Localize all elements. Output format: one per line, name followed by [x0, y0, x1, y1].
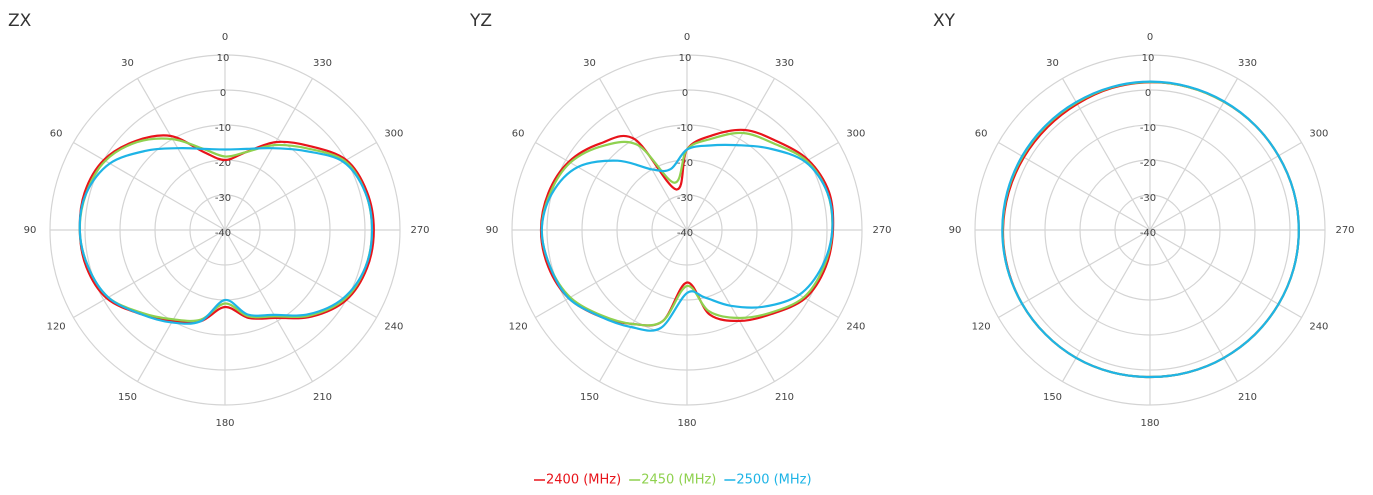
radial-label: -30	[677, 193, 693, 204]
grid-spoke	[224, 141, 377, 231]
grid-spoke	[535, 141, 688, 231]
angle-label: 330	[313, 58, 332, 69]
angle-label: 300	[384, 129, 403, 140]
grid-spoke	[1149, 229, 1239, 382]
grid-spoke	[598, 78, 688, 231]
grid-spoke	[686, 229, 839, 319]
grid-spoke	[1149, 229, 1302, 319]
radial-label: -20	[1140, 158, 1156, 169]
angle-label: 210	[313, 392, 332, 403]
series-line	[1001, 80, 1300, 379]
grid-spoke	[73, 229, 226, 319]
grid-spoke	[686, 141, 839, 231]
angle-label: 120	[972, 322, 991, 333]
angle-label: 0	[222, 32, 228, 43]
angle-label: 60	[50, 129, 63, 140]
angle-label: 90	[486, 225, 499, 236]
radial-label: -10	[1140, 123, 1156, 134]
angle-label: 240	[384, 322, 403, 333]
legend-label: 2400 (MHz)	[546, 473, 621, 488]
angle-label: 150	[118, 392, 137, 403]
grid-spoke	[136, 229, 226, 382]
grid-spoke	[598, 229, 688, 382]
radial-label: -10	[215, 123, 231, 134]
grid-spoke	[1149, 78, 1239, 231]
angle-label: 30	[121, 58, 134, 69]
radial-label: -20	[215, 158, 231, 169]
legend-label: 2500 (MHz)	[736, 473, 811, 488]
grid-spoke	[1061, 229, 1151, 382]
radial-label: -40	[1140, 228, 1156, 239]
angle-label: 150	[1043, 392, 1062, 403]
angle-label: 180	[215, 418, 234, 429]
angle-label: 240	[846, 322, 865, 333]
chart-title: YZ	[469, 11, 492, 31]
chart-title: XY	[933, 11, 956, 31]
chart-title: ZX	[8, 11, 32, 31]
grid-spoke	[224, 229, 314, 382]
angle-label: 90	[949, 225, 962, 236]
angle-label: 60	[975, 129, 988, 140]
series-line	[540, 143, 834, 332]
angle-label: 120	[47, 322, 66, 333]
angle-label: 240	[1309, 322, 1328, 333]
series-line	[540, 131, 834, 327]
angle-label: 30	[1046, 58, 1059, 69]
angle-label: 210	[775, 392, 794, 403]
radial-label: -30	[1140, 193, 1156, 204]
angle-label: 180	[677, 418, 696, 429]
radial-label: -10	[677, 123, 693, 134]
radial-label: 0	[1145, 88, 1151, 99]
angle-label: 180	[1140, 418, 1159, 429]
polar-chart: YZ 0 30 60 90 120 150 180 210 240 270 300 330 -40 -30 -…	[469, 11, 892, 429]
polar-chart: ZX 0 30 60 90 120 150 180 210 240 270 300 330 -40 -30 -…	[8, 11, 430, 429]
grid-spoke	[686, 78, 776, 231]
angle-label: 60	[512, 129, 525, 140]
radial-label: 0	[220, 88, 226, 99]
series-line	[539, 128, 835, 327]
legend: 2400 (MHz) 2450 (MHz) 2500 (MHz)	[534, 473, 812, 488]
angle-label: 300	[846, 129, 865, 140]
angle-label: 210	[1238, 392, 1257, 403]
angle-label: 0	[684, 32, 690, 43]
grid-spoke	[224, 229, 377, 319]
grid-spoke	[998, 229, 1151, 319]
radial-label: 10	[679, 53, 692, 64]
grid-spoke	[224, 78, 314, 231]
angle-label: 90	[24, 225, 37, 236]
angle-label: 300	[1309, 129, 1328, 140]
grid-spoke	[535, 229, 688, 319]
grid-spoke	[136, 78, 226, 231]
angle-label: 120	[509, 322, 528, 333]
angle-label: 30	[583, 58, 596, 69]
angle-label: 150	[580, 392, 599, 403]
radial-label: 10	[217, 53, 230, 64]
angle-label: 270	[410, 225, 429, 236]
radial-label: 0	[682, 88, 688, 99]
polar-chart: XY 0 30 60 90 120 150 180 210 240 270 300 330 -40 -30 -…	[933, 11, 1355, 429]
grid-spoke	[73, 141, 226, 231]
angle-label: 330	[1238, 58, 1257, 69]
radial-label: -40	[215, 228, 231, 239]
radial-label: -30	[215, 193, 231, 204]
series-line	[78, 146, 374, 325]
angle-label: 0	[1147, 32, 1153, 43]
angle-label: 270	[1335, 225, 1354, 236]
radial-label: -40	[677, 228, 693, 239]
series-line	[78, 137, 374, 323]
radial-label: 10	[1142, 53, 1155, 64]
angle-label: 270	[872, 225, 891, 236]
grid-spoke	[1149, 141, 1302, 231]
radial-label: -20	[677, 158, 693, 169]
series-line	[78, 134, 375, 324]
angle-label: 330	[775, 58, 794, 69]
legend-label: 2450 (MHz)	[641, 473, 716, 488]
